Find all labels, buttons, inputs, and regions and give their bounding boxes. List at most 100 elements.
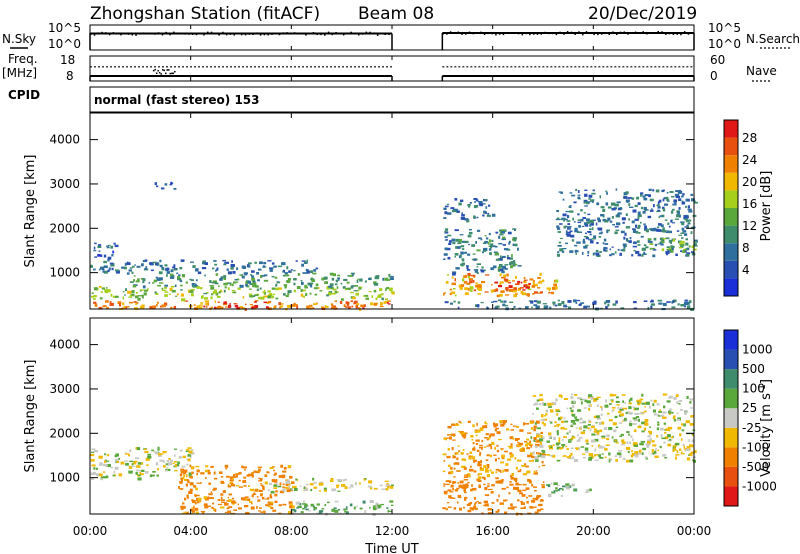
heatmap-cell [469, 289, 473, 292]
heatmap-cell [622, 441, 626, 444]
heatmap-cell [507, 231, 512, 235]
heatmap-cell [313, 507, 318, 510]
heatmap-cell [300, 293, 304, 297]
heatmap-cell [599, 251, 602, 253]
heatmap-cell [626, 459, 630, 463]
heatmap-cell [605, 444, 610, 446]
heatmap-cell [486, 454, 490, 457]
heatmap-cell [258, 480, 262, 482]
heatmap-cell [540, 419, 545, 421]
heatmap-cell [652, 409, 656, 413]
heatmap-cell [688, 222, 691, 224]
heatmap-cell [136, 292, 139, 294]
heatmap-cell [257, 499, 261, 502]
heatmap-cell [513, 486, 516, 490]
cpid-frame [89, 86, 695, 113]
heatmap-cell [632, 423, 637, 425]
heatmap-cell [586, 202, 590, 205]
heatmap-cell [329, 283, 334, 286]
heatmap-cell [499, 268, 504, 272]
heatmap-cell [577, 196, 581, 200]
nave-label: Nave [746, 64, 777, 78]
heatmap-cell [291, 481, 295, 484]
heatmap-cell [561, 438, 564, 441]
heatmap-cell [511, 254, 513, 258]
heatmap-cell [582, 453, 586, 455]
heatmap-cell [657, 449, 659, 452]
heatmap-cell [220, 496, 223, 500]
heatmap-cell [202, 512, 205, 514]
heatmap-cell [475, 258, 478, 261]
heatmap-cell [336, 286, 339, 289]
heatmap-cell [287, 290, 292, 294]
heatmap-cell [260, 511, 263, 513]
heatmap-cell [469, 502, 473, 505]
heatmap-cell [263, 274, 268, 277]
heatmap-cell [475, 439, 480, 442]
heatmap-cell [563, 436, 567, 438]
heatmap-cell [353, 301, 357, 305]
heatmap-cell [595, 252, 600, 256]
colorbar-segment [724, 447, 738, 467]
heatmap-cell [532, 497, 537, 500]
heatmap-cell [166, 467, 169, 469]
freq-unit-label: [MHz] [2, 66, 37, 80]
heatmap-cell [692, 248, 697, 251]
heatmap-cell [263, 295, 268, 298]
heatmap-cell [600, 413, 603, 416]
heatmap-cell [174, 454, 176, 457]
heatmap-cell [675, 253, 678, 256]
heatmap-cell [480, 301, 484, 304]
heatmap-cell [453, 300, 456, 303]
heatmap-cell [180, 508, 184, 510]
heatmap-cell [231, 260, 233, 263]
heatmap-cell [264, 481, 268, 485]
heatmap-cell [545, 413, 548, 416]
heatmap-cell [635, 250, 640, 254]
nsky-point [135, 34, 137, 36]
heatmap-cell [475, 241, 477, 244]
heatmap-cell [460, 452, 464, 455]
heatmap-cell [490, 267, 494, 271]
heatmap-cell [589, 233, 592, 236]
heatmap-cell [603, 427, 608, 430]
heatmap-cell [257, 279, 260, 282]
heatmap-cell [180, 478, 183, 482]
heatmap-cell [93, 295, 97, 298]
heatmap-cell [679, 241, 683, 245]
heatmap-cell [229, 283, 232, 286]
heatmap-cell [235, 473, 240, 475]
heatmap-cell [604, 404, 609, 408]
heatmap-cell [602, 215, 605, 218]
heatmap-cell [210, 465, 214, 468]
heatmap-cell [510, 443, 513, 447]
heatmap-cell [471, 456, 476, 460]
heatmap-cell [642, 195, 646, 198]
heatmap-cell [593, 428, 597, 431]
heatmap-cell [232, 503, 235, 505]
heatmap-cell [103, 260, 107, 264]
heatmap-cell [269, 495, 273, 499]
heatmap-cell [619, 435, 623, 437]
heatmap-cell [185, 281, 188, 284]
heatmap-cell [450, 207, 455, 210]
heatmap-cell [539, 453, 542, 456]
heatmap-cell [266, 302, 270, 304]
heatmap-cell [94, 303, 98, 307]
heatmap-cell [448, 495, 452, 499]
heatmap-cell [460, 199, 464, 202]
heatmap-cell [142, 278, 146, 282]
nsky-point [195, 33, 198, 36]
heatmap-cell [275, 283, 278, 287]
heatmap-cell [383, 301, 387, 304]
heatmap-cell [269, 267, 273, 270]
heatmap-cell [180, 477, 183, 480]
nsky-point [472, 32, 475, 35]
heatmap-cell [563, 428, 568, 430]
heatmap-cell [495, 258, 500, 261]
heatmap-cell [546, 440, 550, 443]
nave-tick-top: 60 [710, 53, 725, 67]
heatmap-cell [253, 282, 257, 285]
heatmap-cell [445, 280, 449, 284]
heatmap-cell [593, 415, 598, 419]
